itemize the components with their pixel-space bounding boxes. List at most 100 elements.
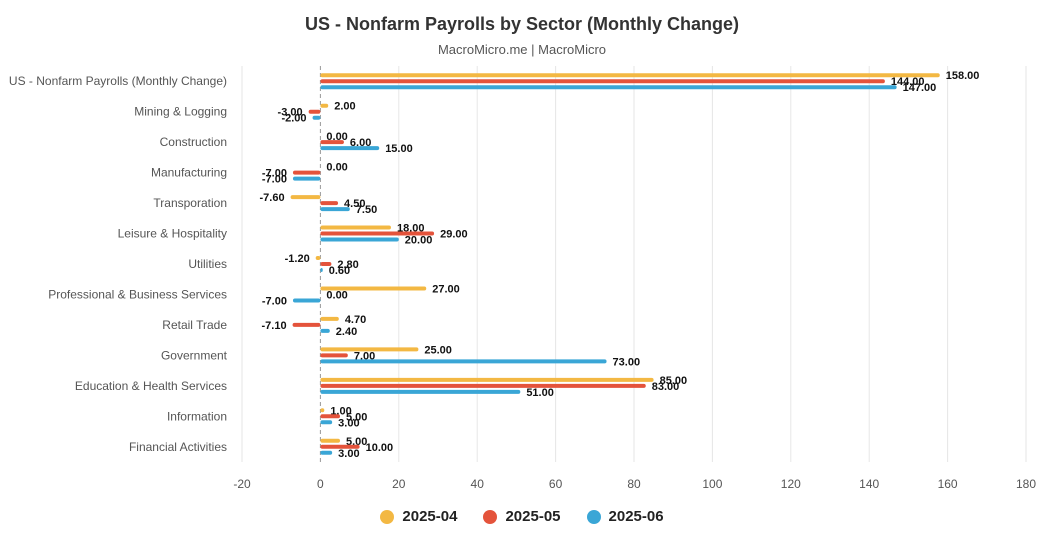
bar-2025-05 xyxy=(320,79,885,84)
data-label-2025-06: 7.50 xyxy=(356,204,377,216)
bar-2025-05 xyxy=(320,201,339,206)
bar-2025-06 xyxy=(320,85,897,90)
chart-subtitle: MacroMicro.me | MacroMicro xyxy=(437,42,607,57)
x-tick-label: 80 xyxy=(627,477,641,491)
data-label-2025-05: 2.80 xyxy=(337,259,358,271)
bar-2025-06 xyxy=(320,389,521,394)
category-label: Retail Trade xyxy=(162,318,227,332)
data-label-2025-06: -7.00 xyxy=(262,295,287,307)
bar-2025-05 xyxy=(320,414,340,419)
legend-marker-2025-05 xyxy=(483,509,498,524)
x-tick-label: 20 xyxy=(392,477,406,491)
data-label-2025-06: 15.00 xyxy=(385,143,413,155)
data-label-2025-06: 0.60 xyxy=(329,265,350,277)
bar-2025-06 xyxy=(292,298,321,303)
x-tick-label: 100 xyxy=(702,477,722,491)
data-label-2025-06: 51.00 xyxy=(526,387,554,399)
category-label: Government xyxy=(161,348,228,362)
category-label: US - Nonfarm Payrolls (Monthly Change) xyxy=(9,74,227,88)
bar-2025-05 xyxy=(320,140,344,145)
data-label-2025-06: 2.40 xyxy=(336,326,357,338)
bar-2025-06 xyxy=(320,450,333,455)
legend-item-2025-04[interactable]: 2025-04 xyxy=(380,508,457,525)
category-label: Mining & Logging xyxy=(134,105,227,119)
data-label-2025-05: 5.00 xyxy=(346,411,367,423)
x-tick-label: -20 xyxy=(233,477,251,491)
data-label-2025-06: -7.00 xyxy=(262,174,287,186)
bar-chart-plot: -20 0 20 40 60 80 100 120 140 160 180 US - Nonfarm … xyxy=(9,66,1036,491)
data-label-2025-04: 25.00 xyxy=(424,344,452,356)
bar-2025-05 xyxy=(320,383,646,388)
bar-2025-04 xyxy=(320,347,419,352)
data-label-2025-06: 20.00 xyxy=(405,235,433,247)
x-tick-label: 40 xyxy=(471,477,485,491)
bar-2025-04 xyxy=(320,225,391,230)
legend-marker-2025-04 xyxy=(380,509,395,524)
bar-2025-06 xyxy=(320,207,350,212)
bar-2025-05 xyxy=(292,322,321,327)
bar-2025-05 xyxy=(320,353,348,358)
bar-2025-06 xyxy=(320,359,607,364)
data-label-2025-05: -3.00 xyxy=(278,107,303,119)
category-label: Education & Health Services xyxy=(75,379,227,393)
bar-2025-04 xyxy=(320,103,329,108)
x-tick-label: 120 xyxy=(781,477,801,491)
data-label-2025-04: 2.00 xyxy=(334,101,355,113)
bar-2025-05 xyxy=(292,170,321,175)
category-label: Utilities xyxy=(188,257,227,271)
bar-2025-04 xyxy=(290,195,321,200)
legend: 2025-04 2025-05 2025-06 xyxy=(0,508,1044,525)
data-label-2025-05: 4.50 xyxy=(344,198,365,210)
bar-2025-05 xyxy=(320,231,435,236)
legend-marker-2025-06 xyxy=(586,509,601,524)
category-label: Professional & Business Services xyxy=(48,287,227,301)
bar-2025-05 xyxy=(320,262,332,266)
data-label-2025-04: -7.60 xyxy=(260,192,285,204)
data-label-2025-05: -7.10 xyxy=(261,320,286,332)
data-label-2025-04: -1.20 xyxy=(285,253,310,265)
bar-2025-06 xyxy=(320,237,399,242)
data-label-2025-06: 3.00 xyxy=(338,417,359,429)
data-label-2025-06: 3.00 xyxy=(338,448,359,460)
bar-2025-04 xyxy=(320,73,940,78)
bar-2025-05 xyxy=(320,444,360,449)
category-label: Construction xyxy=(160,135,227,149)
data-label-2025-06: -2.00 xyxy=(281,113,306,125)
legend-label-2025-04: 2025-04 xyxy=(402,508,458,525)
category-label: Manufacturing xyxy=(151,166,227,180)
x-tick-label: 160 xyxy=(938,477,958,491)
data-label-2025-04: 85.00 xyxy=(660,375,688,387)
data-label-2025-04: 4.70 xyxy=(345,314,366,326)
bar-2025-06 xyxy=(320,328,330,333)
data-label-2025-04: 27.00 xyxy=(432,283,460,295)
data-label-2025-04: 0.00 xyxy=(326,162,347,174)
bar-2025-04 xyxy=(320,377,654,382)
data-label-2025-05: 0.00 xyxy=(326,289,347,301)
category-label: Transporation xyxy=(153,196,227,210)
data-label-2025-05: 144.00 xyxy=(891,76,925,88)
data-label-2025-05: 83.00 xyxy=(652,381,680,393)
bar-2025-06 xyxy=(320,268,323,272)
bar-2025-04 xyxy=(320,408,325,413)
x-tick-label: 60 xyxy=(549,477,563,491)
legend-label-2025-06: 2025-06 xyxy=(608,508,664,525)
bar-2025-04 xyxy=(315,256,321,260)
bar-2025-06 xyxy=(292,176,321,181)
x-tick-label: 180 xyxy=(1016,477,1036,491)
category-label: Leisure & Hospitality xyxy=(118,227,227,241)
chart-title: US - Nonfarm Payrolls by Sector (Monthly… xyxy=(304,14,740,34)
bar-2025-05 xyxy=(308,109,321,114)
category-label: Financial Activities xyxy=(129,440,227,454)
legend-item-2025-06[interactable]: 2025-06 xyxy=(586,508,664,525)
data-label-2025-05: -7.00 xyxy=(262,168,287,180)
bar-2025-06 xyxy=(312,115,321,120)
x-tick-label: 0 xyxy=(317,477,324,491)
legend-item-2025-05[interactable]: 2025-05 xyxy=(483,508,561,525)
bar-2025-06 xyxy=(320,420,333,425)
bar-2025-04 xyxy=(320,316,339,321)
data-label-2025-05: 29.00 xyxy=(440,229,468,241)
bar-2025-04 xyxy=(320,286,427,291)
data-label-2025-06: 73.00 xyxy=(613,356,641,368)
bar-2025-06 xyxy=(320,146,380,151)
